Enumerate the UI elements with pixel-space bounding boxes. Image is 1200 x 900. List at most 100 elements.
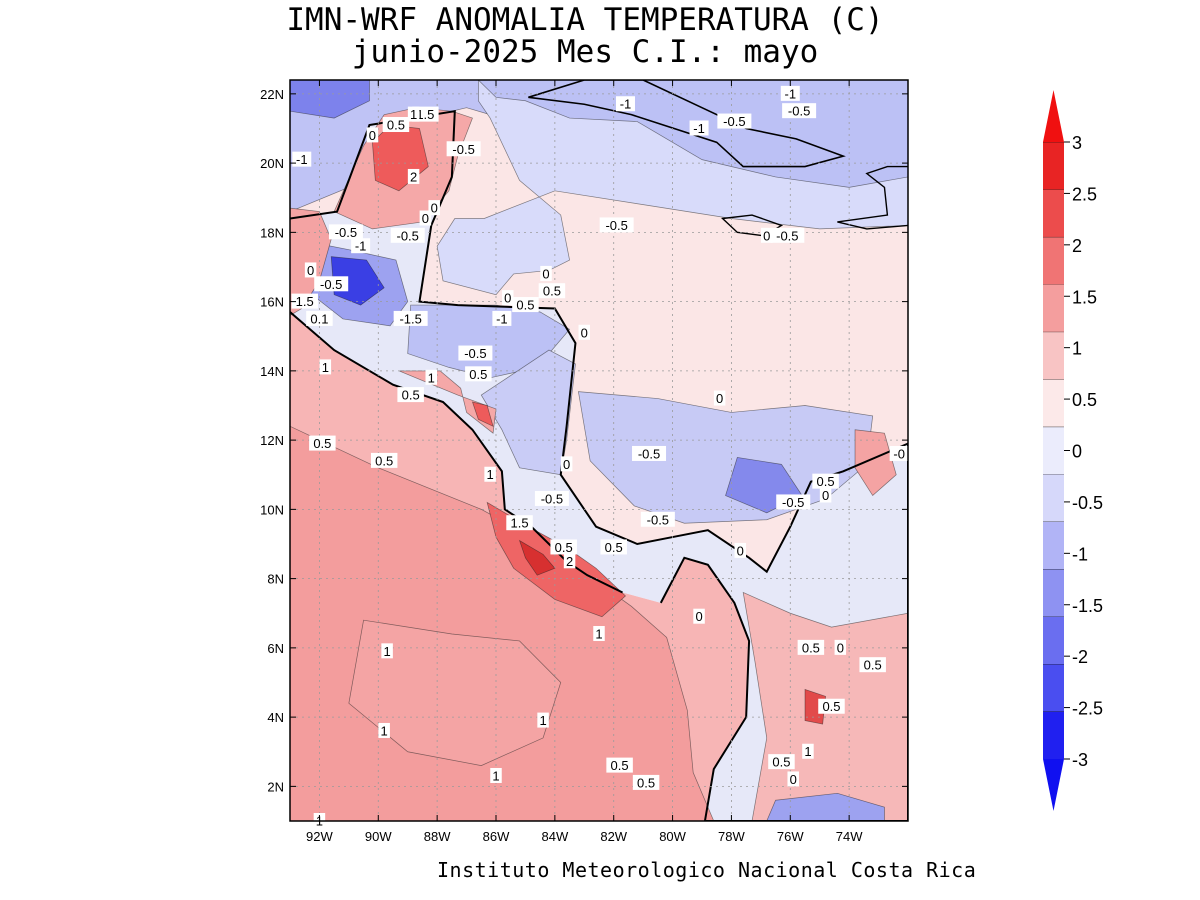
contour-label-bg <box>309 435 336 451</box>
plot-frame <box>289 79 909 822</box>
contour-label: 0 <box>837 640 844 655</box>
lat-tick-label: 16N <box>260 295 284 310</box>
contour-label-bg <box>458 345 493 361</box>
colorbar-label: -0.5 <box>1072 493 1103 513</box>
contour-label-bg <box>818 698 845 714</box>
contour-label: 0.5 <box>543 284 561 299</box>
colorbar-swatch <box>1043 379 1064 427</box>
contour-label-bg <box>446 141 481 157</box>
contour-label-bg <box>812 473 839 489</box>
contour-label-bg <box>797 639 825 655</box>
contour-label: -1 <box>355 239 367 254</box>
anomaly-region-pacific-coast-warm <box>486 501 627 618</box>
lon-tick-label: 86W <box>483 829 510 844</box>
contour-label-bg <box>351 238 371 254</box>
contour-label-bg <box>291 293 318 309</box>
contour-label-bg <box>492 310 512 326</box>
contour-label: 0.5 <box>605 540 623 555</box>
contour-label-bg <box>425 369 438 385</box>
contour-label-bg <box>537 712 549 728</box>
contour-label: 2 <box>410 169 417 184</box>
contour-label: 0.5 <box>637 775 655 790</box>
contour-label: -0.5 <box>464 346 486 361</box>
anomaly-region-gulf-strong-cool <box>290 80 370 119</box>
colorbar-swatch <box>1043 284 1064 332</box>
colorbar-label: 1 <box>1072 339 1082 359</box>
colorbar-label: -1 <box>1072 544 1088 564</box>
contour-label: -0.5 <box>782 495 804 510</box>
colorbar-swatch <box>1043 426 1064 475</box>
contour-label-bg <box>693 608 705 624</box>
colorbar: 3 2.5 2 1.5 1 0.5 0 -0.5 -1 -1.5 -2 -2.5 -3 <box>1043 90 1103 811</box>
anomaly-region-el-salvador-warm <box>398 370 497 434</box>
contour-label-bg <box>600 539 627 555</box>
contour-label: 1.5 <box>296 294 314 309</box>
anomaly-region-caribbean-mid-cool <box>577 391 874 524</box>
contour-label: -0.5 <box>397 228 419 243</box>
colorbar-swatch <box>1043 569 1064 617</box>
contour-label: 0 <box>695 609 702 624</box>
contour-label-bg <box>560 456 573 472</box>
lat-tick-label: 2N <box>267 779 284 794</box>
contour-label-bg <box>393 310 428 326</box>
contour-label: -0.5 <box>647 512 669 527</box>
lat-tick-label: 4N <box>267 710 284 725</box>
contour-label: 0 <box>790 772 797 787</box>
contour-label: 1.5 <box>416 107 434 122</box>
contour-label: 0.5 <box>516 298 534 313</box>
contour-label-bg <box>632 774 660 790</box>
chart-title: IMN-WRF ANOMALIA TEMPERATURA (C) <box>286 2 884 38</box>
colorbar-swatch <box>1043 664 1064 712</box>
colorbar-swatch <box>1043 236 1064 285</box>
contour-label: 0.5 <box>772 755 790 770</box>
colorbar-swatch <box>1043 331 1064 380</box>
lon-tick-label: 92W <box>306 829 333 844</box>
contour-label: -0 <box>893 446 905 461</box>
contour-label: 0.5 <box>402 388 420 403</box>
contour-label-bg <box>306 310 333 326</box>
anomaly-region-pacific-warm-2 <box>348 619 562 766</box>
lon-tick-label: 74W <box>836 829 863 844</box>
contour-label-bg <box>859 657 886 673</box>
colorbar-label: 1.5 <box>1072 287 1097 307</box>
contour-label-bg <box>319 359 332 375</box>
chart-subtitle: junio-2025 Mes C.I.: mayo <box>351 34 819 70</box>
footer-credit: Instituto Meteorologico Nacional Costa R… <box>437 858 977 882</box>
lat-tick-label: 10N <box>260 502 284 517</box>
hispaniola-outline <box>837 165 908 230</box>
colorbar-swatch <box>1043 711 1064 759</box>
contour-label-bg <box>328 224 363 240</box>
lon-tick-label: 88W <box>424 829 451 844</box>
lon-tick-label: 80W <box>659 829 686 844</box>
colorbar-label: 2 <box>1072 236 1082 256</box>
contour-label-bg <box>292 151 312 167</box>
lat-tick-label: 12N <box>260 433 284 448</box>
contour-label-bg <box>397 387 424 403</box>
contour-label: 1 <box>428 370 435 385</box>
map-field <box>290 80 908 821</box>
contour-label: 0.5 <box>387 118 405 133</box>
colorbar-swatch <box>1043 142 1064 190</box>
contour-label: 0 <box>369 128 376 143</box>
contour-label-bg <box>770 227 805 243</box>
contour-label-bg <box>381 643 393 659</box>
contour-label: 1 <box>804 744 811 759</box>
cuba-outline <box>528 80 846 168</box>
colorbar-label: -2.5 <box>1072 699 1103 719</box>
contour-label: -0.5 <box>723 114 745 129</box>
colorbar-label: 2.5 <box>1072 184 1097 204</box>
colorbar-label: -3 <box>1072 750 1088 770</box>
contour-label: 0 <box>422 211 429 226</box>
colorbar-label: -1.5 <box>1072 596 1103 616</box>
contour-label-bg <box>787 771 799 787</box>
contour-label: -1 <box>620 97 632 112</box>
contour-label-bg <box>768 754 795 770</box>
contour-label: 0.5 <box>822 699 840 714</box>
contour-label-bg <box>780 85 800 101</box>
contour-label-bg <box>819 487 832 503</box>
colorbar-swatch <box>1043 521 1064 570</box>
contour-label-bg <box>538 283 566 299</box>
contour-label: -0.5 <box>452 142 474 157</box>
contour-label: -0.5 <box>541 491 563 506</box>
contour-label: 1 <box>410 107 417 122</box>
